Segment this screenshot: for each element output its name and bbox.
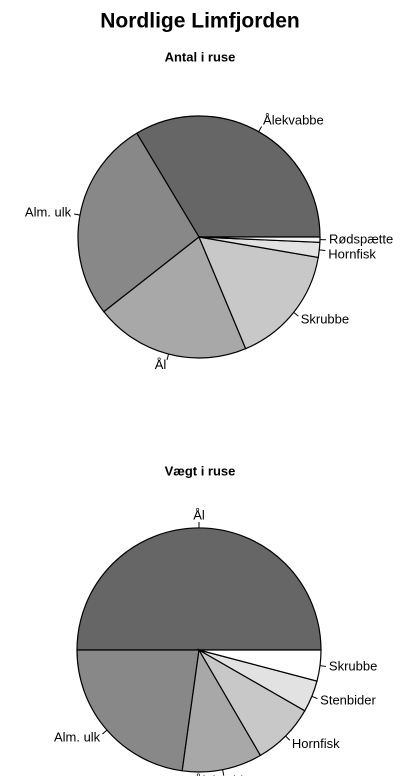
slice-label: Stenbider [320,692,376,707]
pie-slice [198,649,322,682]
slice-label: Alm. ulk [54,729,101,744]
slice-label: Skrubbe [301,311,349,326]
slice-label: Ålekvabbe [194,773,255,776]
label-tick [293,311,299,317]
slice-label: Skrubbe [329,659,377,674]
pie-slice [76,527,322,651]
slice-label: Alm. ulk [25,204,72,219]
slice-label: Ål [193,507,205,522]
label-tick [166,353,170,361]
label-tick [285,735,291,741]
pie-slice [198,236,319,350]
slice-label: Ål [155,357,167,372]
slice-label: Hornfisk [292,736,340,751]
pie-slice [181,648,262,773]
pie-slice [76,649,200,772]
label-tick [74,213,81,216]
slice-label: Ålekvabbe [263,113,324,128]
pie-slice [198,236,321,243]
label-tick [319,665,327,667]
label-tick [222,769,225,776]
slice-label: Hornfisk [328,246,376,261]
label-tick [258,126,263,132]
page-title: Nordlige Limfjorden [100,10,300,33]
slice-label: Rødspætte [329,231,393,246]
pie-slice [77,132,200,313]
label-tick [319,249,326,252]
chart-title: Antal i ruse [165,49,236,64]
pie-slice [103,236,247,359]
label-tick [311,695,318,700]
chart-title: Vægt i ruse [165,463,236,478]
label-tick [102,729,108,735]
